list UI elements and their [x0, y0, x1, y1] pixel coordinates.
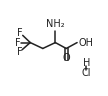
Text: NH₂: NH₂ — [46, 19, 65, 29]
Text: F: F — [17, 47, 22, 57]
Text: O: O — [62, 53, 70, 62]
Text: F: F — [15, 38, 21, 48]
Text: H: H — [83, 58, 90, 68]
Text: Cl: Cl — [82, 68, 91, 78]
Text: F: F — [17, 28, 23, 38]
Text: OH: OH — [79, 38, 94, 48]
